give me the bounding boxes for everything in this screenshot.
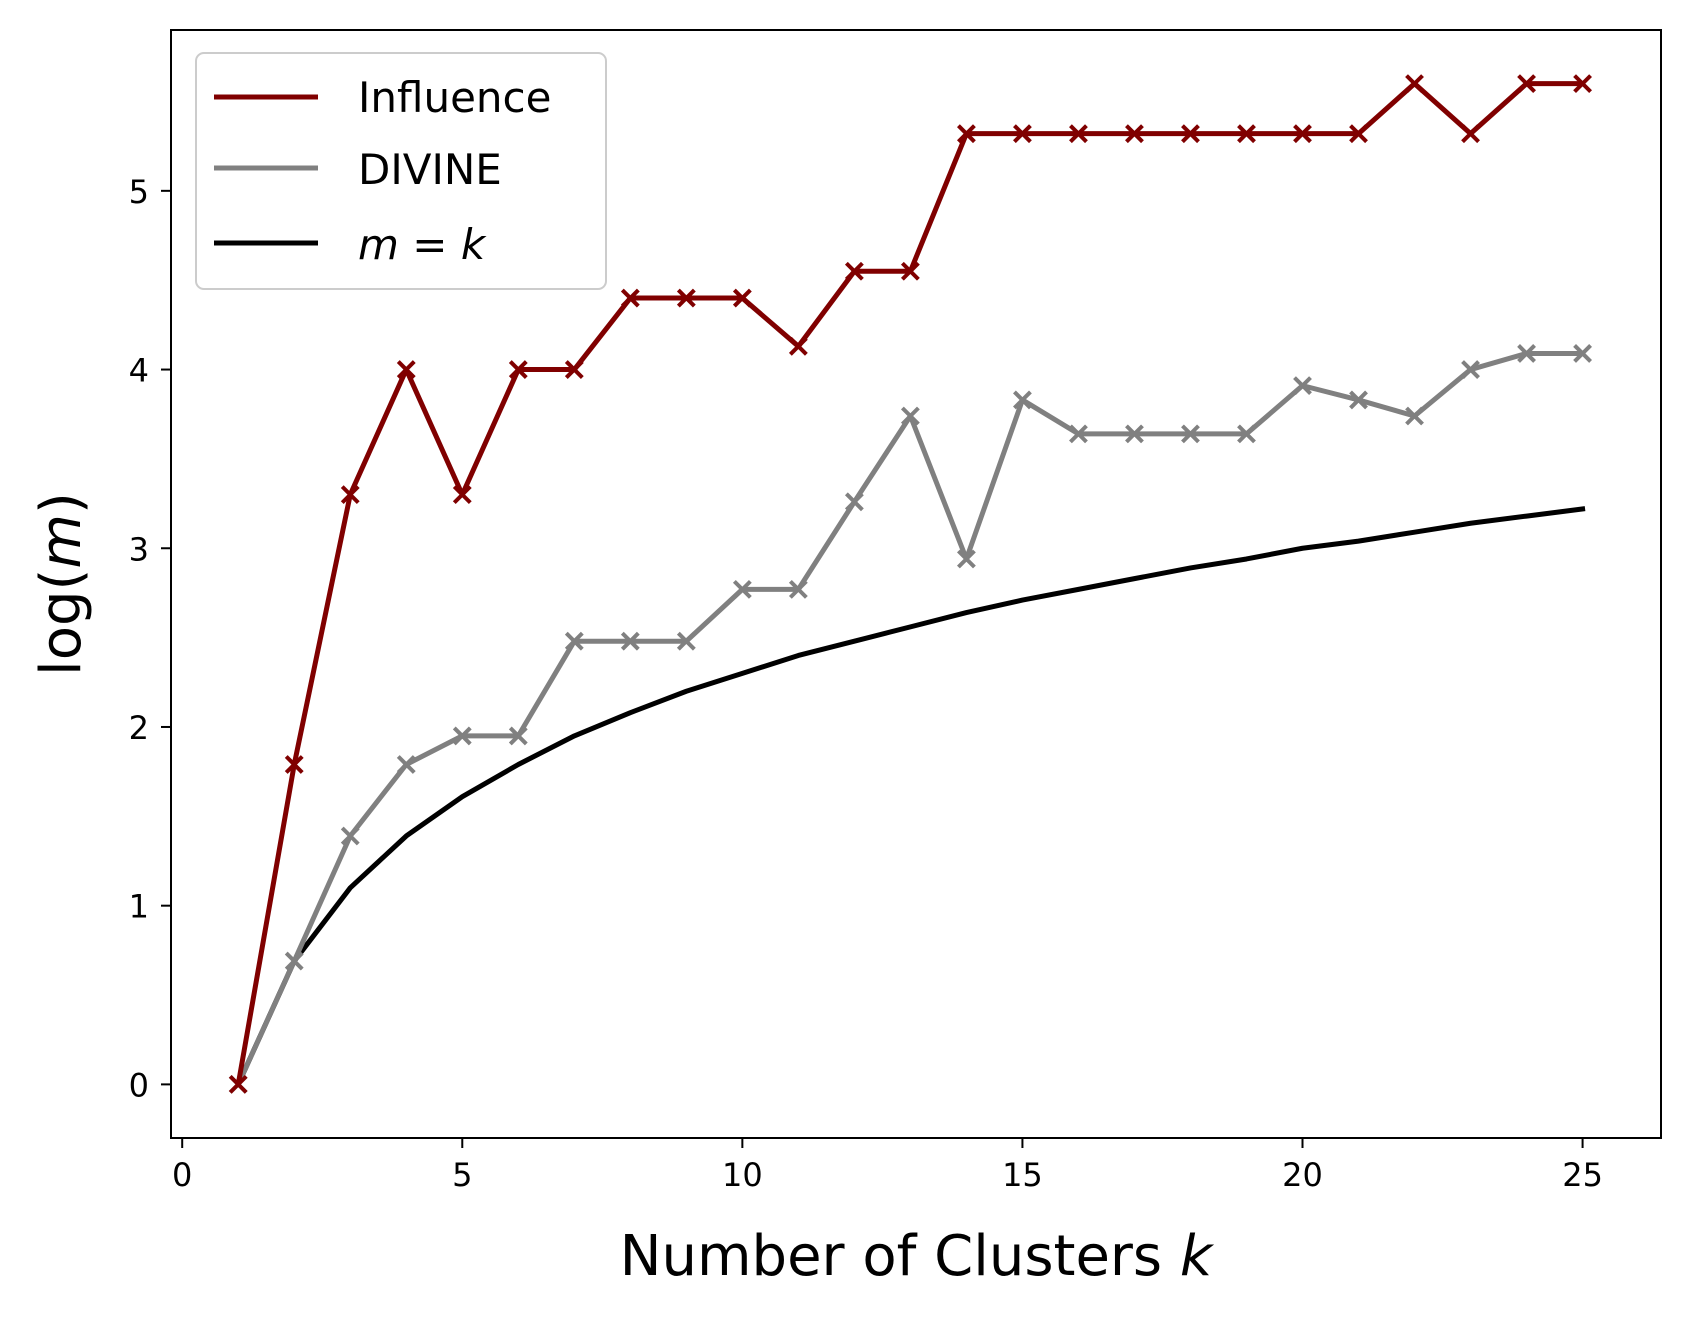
x-tick-label: 15	[1002, 1156, 1043, 1194]
legend-label-influence: Influence	[358, 73, 551, 122]
data-point-influence	[1125, 124, 1144, 144]
data-point-divine	[452, 726, 472, 746]
data-point-divine	[396, 755, 416, 774]
x-axis-title-variable: k	[1180, 1224, 1215, 1289]
data-point-influence	[956, 124, 976, 144]
legend-box	[195, 52, 607, 290]
data-point-divine	[1349, 390, 1368, 410]
data-point-divine	[844, 492, 864, 512]
data-point-divine	[1069, 424, 1088, 444]
data-point-divine	[508, 726, 528, 746]
data-point-divine	[732, 579, 752, 599]
x-tick-label: 20	[1282, 1156, 1323, 1194]
y-axis-title-prefix: log(	[29, 569, 94, 676]
data-point-influence	[1293, 124, 1312, 144]
y-axis-title: log(m)	[29, 492, 94, 676]
data-point-influence	[508, 360, 528, 379]
data-point-divine	[1573, 344, 1592, 363]
data-point-divine	[956, 549, 976, 569]
x-axis-ticks: 0 5 10 15 20 25	[172, 1138, 1603, 1194]
data-point-influence	[564, 360, 584, 379]
data-point-divine	[900, 406, 920, 426]
data-point-influence	[396, 360, 416, 379]
data-point-influence	[1013, 124, 1032, 144]
data-point-influence	[1461, 124, 1480, 144]
data-point-divine	[1125, 424, 1144, 444]
data-point-divine	[788, 579, 808, 599]
data-point-influence	[732, 288, 752, 308]
legend-label-lhs: m	[358, 220, 399, 269]
x-tick-label: 10	[722, 1156, 763, 1194]
y-tick-label: 4	[129, 352, 149, 390]
data-point-influence	[844, 261, 864, 281]
y-axis-ticks: 0 1 2 3 4 5	[129, 173, 171, 1104]
data-point-influence	[1069, 124, 1088, 144]
series-line-m-equals-k	[234, 506, 1586, 1088]
data-point-influence	[1237, 124, 1256, 144]
data-point-divine	[1405, 406, 1424, 426]
x-tick-label: 5	[452, 1156, 472, 1194]
x-axis-title: Number of Clusters k	[620, 1224, 1215, 1289]
data-point-divine	[284, 951, 304, 971]
data-point-influence	[676, 288, 696, 308]
data-point-divine	[620, 631, 640, 651]
data-point-divine	[1013, 390, 1032, 410]
data-point-influence	[340, 485, 360, 505]
y-tick-label: 0	[129, 1066, 149, 1104]
y-axis-title-suffix: )	[29, 492, 94, 514]
x-axis-title-text: Number of Clusters	[620, 1224, 1162, 1289]
data-point-divine	[564, 631, 584, 651]
plot-frame	[170, 29, 1662, 1139]
y-tick-label: 5	[129, 173, 149, 211]
data-point-divine	[676, 631, 696, 651]
data-point-influence	[1349, 124, 1368, 144]
data-point-influence	[452, 485, 472, 505]
data-point-influence	[1573, 74, 1592, 94]
data-point-influence	[1405, 74, 1424, 94]
legend-label-divine: DIVINE	[358, 145, 502, 194]
legend-label-rhs: k	[461, 220, 487, 269]
data-point-divine	[1181, 424, 1200, 444]
data-point-divine	[1461, 360, 1480, 379]
data-point-divine	[1517, 344, 1536, 363]
data-point-influence	[900, 261, 920, 281]
y-tick-label: 2	[129, 709, 149, 747]
legend: Influence DIVINE m = k	[195, 52, 607, 290]
x-tick-label: 0	[172, 1156, 192, 1194]
data-point-divine	[340, 826, 360, 846]
y-tick-label: 1	[129, 888, 149, 926]
data-point-influence	[620, 288, 640, 308]
series-layer	[228, 74, 1592, 1094]
y-axis-title-variable: m	[29, 514, 94, 569]
data-point-divine	[1237, 424, 1256, 444]
legend-label-m-equals-k: m = k	[358, 220, 487, 269]
data-point-influence	[284, 755, 304, 774]
data-point-influence	[228, 1074, 248, 1094]
data-point-influence	[1517, 74, 1536, 94]
y-tick-label: 3	[129, 530, 149, 568]
x-tick-label: 25	[1562, 1156, 1603, 1194]
data-point-divine	[1293, 376, 1312, 396]
data-point-influence	[1181, 124, 1200, 144]
data-point-influence	[788, 336, 808, 356]
legend-label-eq: =	[399, 220, 461, 269]
